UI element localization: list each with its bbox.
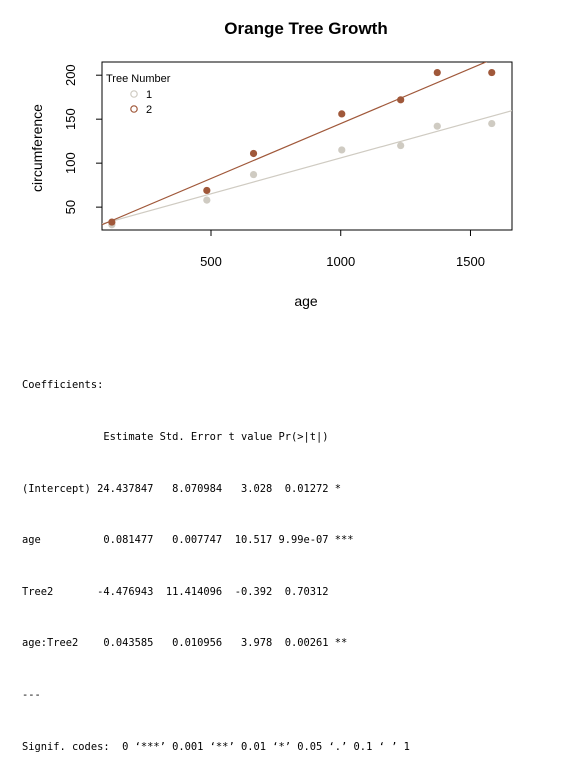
y-axis: 50 100 150 200 (63, 64, 103, 214)
y-tick-label: 50 (63, 200, 78, 214)
legend-label-tree-1: 1 (146, 89, 152, 101)
coefficients-row-intercept: (Intercept) 24.437847 8.070984 3.028 0.0… (22, 482, 342, 495)
point-tree-1 (203, 196, 211, 204)
x-axis: 500 1000 1500 (200, 229, 485, 269)
point-tree-2 (203, 186, 211, 195)
legend-label-tree-2: 2 (146, 104, 152, 116)
data-points (108, 68, 496, 229)
y-axis-label: circumference (29, 104, 45, 192)
point-tree-1 (433, 122, 441, 130)
legend-symbol-tree-2 (130, 105, 138, 113)
y-tick-label: 200 (63, 64, 78, 86)
legend-symbol-tree-1 (130, 90, 138, 98)
point-tree-1 (488, 119, 496, 128)
coefficients-separator: --- (22, 688, 41, 701)
coefficients-table: Coefficients: Estimate Std. Error t valu… (22, 343, 410, 773)
signif-codes: Signif. codes: 0 ‘***’ 0.001 ‘**’ 0.01 ‘… (22, 740, 410, 753)
x-tick-label: 500 (200, 254, 222, 269)
point-tree-2 (249, 149, 258, 158)
point-tree-2 (397, 96, 405, 104)
chart-title: Orange Tree Growth (224, 19, 387, 38)
point-tree-1 (338, 146, 346, 154)
point-tree-2 (488, 68, 496, 77)
coefficients-heading: Coefficients: (22, 379, 104, 392)
fit-line-tree-2 (102, 62, 488, 226)
y-tick-label: 150 (63, 108, 78, 130)
chart: Orange Tree Growth 500 1000 1500 50 100 150 2… (29, 19, 513, 309)
point-tree-1 (249, 170, 258, 179)
legend: Tree Number 1 2 (106, 73, 171, 116)
point-tree-2 (433, 68, 441, 77)
point-tree-1 (397, 141, 405, 150)
coefficients-header: Estimate Std. Error t value Pr(>|t|) (22, 431, 329, 443)
point-tree-2 (108, 218, 116, 226)
plot-frame (101, 61, 513, 231)
coefficients-row-tree2: Tree2 -4.476943 11.414096 -0.392 0.70312 (22, 585, 329, 598)
coefficients-row-age: age 0.081477 0.007747 10.517 9.99e-07 **… (22, 534, 354, 547)
y-tick-label: 100 (63, 152, 78, 174)
x-tick-label: 1000 (326, 254, 355, 269)
fit-lines (102, 62, 512, 226)
x-tick-label: 1500 (456, 254, 485, 269)
x-axis-label: age (294, 293, 318, 309)
legend-title: Tree Number (106, 73, 171, 85)
point-tree-2 (338, 110, 346, 118)
fit-line-tree-1 (102, 110, 512, 225)
coefficients-row-age-tree2: age:Tree2 0.043585 0.010956 3.978 0.0026… (22, 637, 348, 650)
